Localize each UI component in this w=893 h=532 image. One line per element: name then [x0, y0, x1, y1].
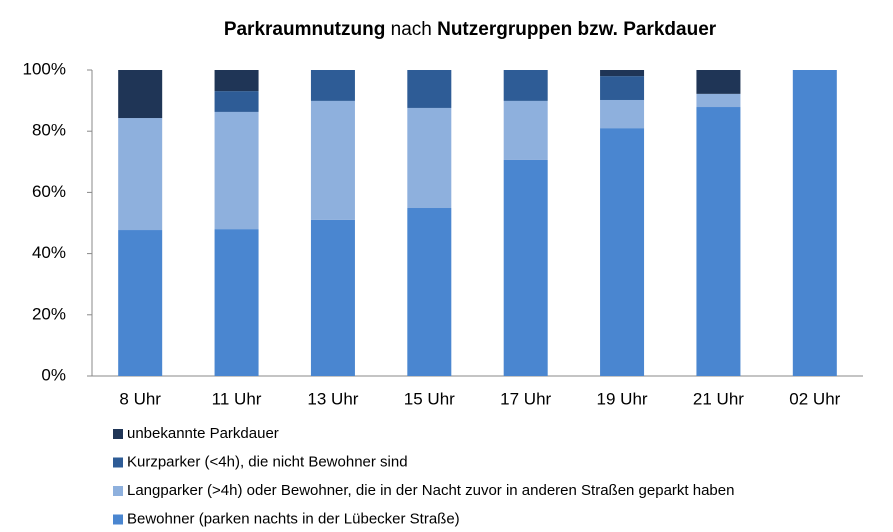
- legend-label: Langparker (>4h) oder Bewohner, die in d…: [127, 482, 734, 499]
- chart-title: Parkraumnutzung nach Nutzergruppen bzw. …: [224, 19, 717, 40]
- y-tick-label: 60%: [32, 182, 66, 201]
- bar-segment: [118, 70, 163, 119]
- y-tick-label: 20%: [32, 304, 66, 323]
- legend-swatch: [113, 429, 123, 439]
- bar-segment: [407, 208, 452, 376]
- bar-segment: [310, 100, 355, 220]
- x-tick-label: 8 Uhr: [119, 389, 161, 408]
- bar-segment: [696, 93, 741, 108]
- bar-segment: [214, 229, 259, 376]
- bar-segment: [310, 70, 355, 101]
- x-tick-label: 15 Uhr: [404, 389, 455, 408]
- x-tick-label: 17 Uhr: [500, 389, 551, 408]
- y-tick-label: 80%: [32, 121, 66, 140]
- legend-label: Kurzparker (<4h), die nicht Bewohner sin…: [127, 453, 408, 470]
- bar-segment: [214, 70, 259, 92]
- title-part: Parkraumnutzung: [224, 19, 386, 40]
- bar-segment: [503, 100, 548, 160]
- legend-label: unbekannte Parkdauer: [127, 425, 279, 442]
- y-tick-label: 0%: [41, 365, 66, 384]
- bar-segment: [310, 219, 355, 376]
- y-tick-label: 100%: [23, 59, 66, 78]
- bar-segment: [600, 99, 645, 129]
- bar-segment: [503, 159, 548, 376]
- x-tick-label: 21 Uhr: [693, 389, 744, 408]
- title-part: Nutzergruppen bzw. Parkdauer: [437, 19, 717, 40]
- bar-segment: [600, 70, 645, 77]
- bar-segment: [118, 230, 163, 376]
- bar-segment: [407, 70, 452, 108]
- bar-segment: [600, 128, 645, 376]
- x-tick-label: 02 Uhr: [789, 389, 840, 408]
- bar-segment: [118, 118, 163, 231]
- legend-swatch: [113, 514, 123, 525]
- bar-segment: [214, 91, 259, 112]
- bar-segment: [214, 111, 259, 230]
- y-tick-label: 40%: [32, 243, 66, 262]
- bar-segment: [696, 107, 741, 376]
- title-part: nach: [391, 19, 432, 40]
- x-tick-label: 11 Uhr: [212, 389, 262, 408]
- legend-swatch: [113, 457, 123, 468]
- bar-segment: [696, 70, 741, 94]
- legend-swatch: [113, 486, 123, 496]
- legend-label: Bewohner (parken nachts in der Lübecker …: [127, 510, 460, 527]
- bar-segment: [407, 107, 452, 209]
- bar-segment: [503, 70, 548, 101]
- bar-segment: [792, 70, 837, 376]
- bar-segment: [600, 76, 645, 100]
- x-tick-label: 19 Uhr: [597, 389, 648, 408]
- x-tick-label: 13 Uhr: [307, 389, 358, 408]
